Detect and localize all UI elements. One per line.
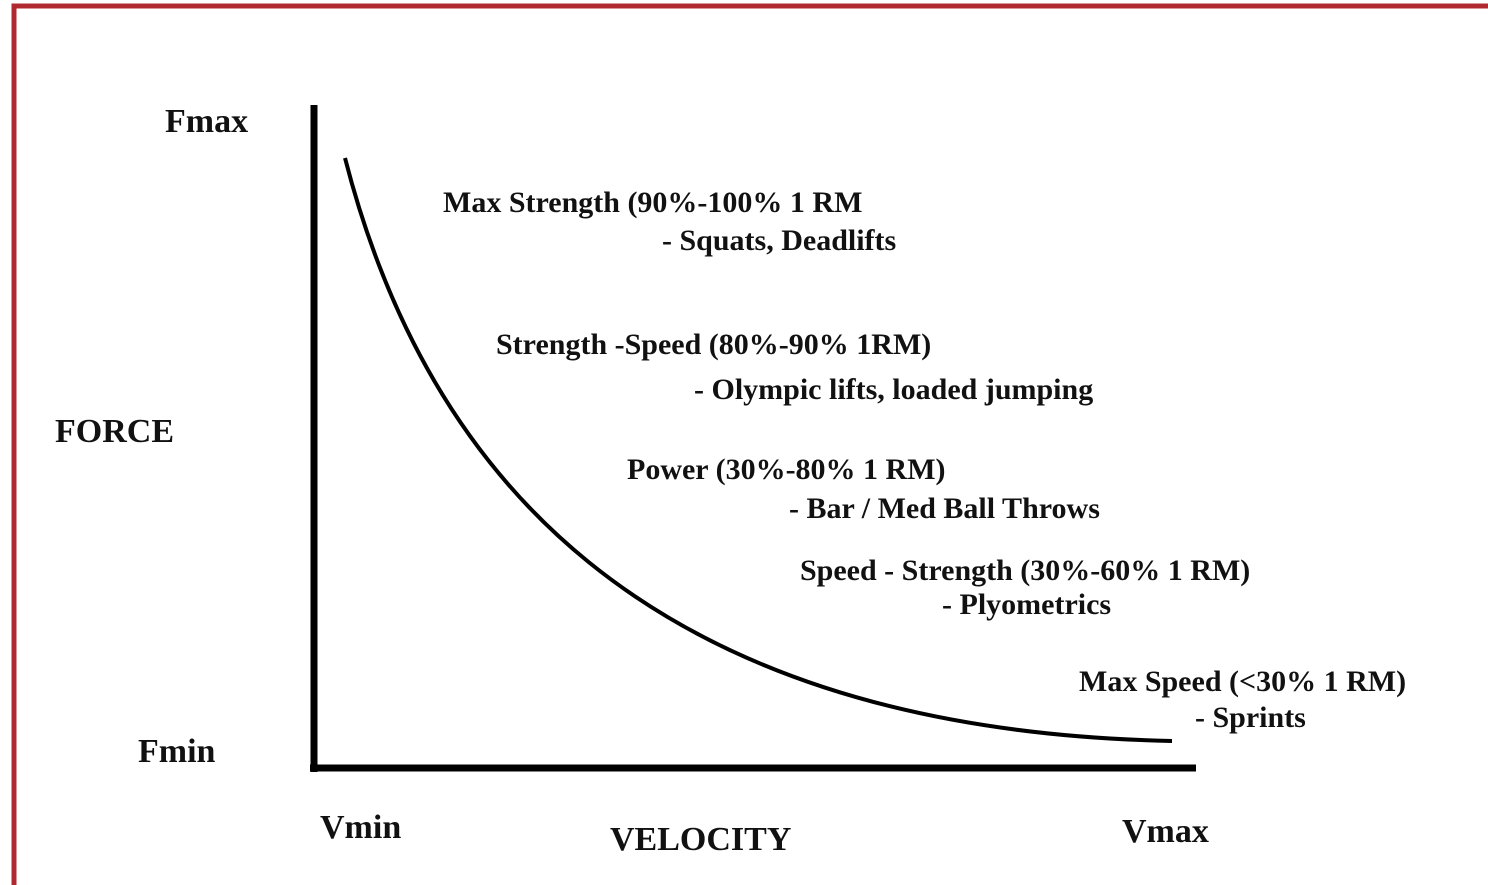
zone-examples: - Olympic lifts, loaded jumping — [694, 373, 1093, 406]
force-velocity-curve — [343, 157, 1173, 743]
zone-examples: - Squats, Deadlifts — [662, 224, 896, 257]
y-axis-label: FORCE — [55, 413, 174, 450]
zone-title: Max Speed (<30% 1 RM) — [1079, 665, 1406, 698]
x-min-label: Vmin — [320, 809, 401, 846]
zone-examples: - Bar / Med Ball Throws — [789, 492, 1100, 525]
zone-title: Strength -Speed (80%-90% 1RM) — [496, 328, 931, 361]
frame-border — [11, 3, 1488, 885]
zone-examples: - Sprints — [1195, 701, 1306, 734]
x-max-label: Vmax — [1122, 813, 1209, 850]
x-axis-label: VELOCITY — [610, 821, 791, 858]
zone-title: Speed - Strength (30%-60% 1 RM) — [800, 554, 1250, 587]
zone-title: Max Strength (90%-100% 1 RM — [443, 186, 862, 219]
y-max-label: Fmax — [165, 103, 248, 140]
zone-examples: - Plyometrics — [942, 588, 1111, 621]
zone-title: Power (30%-80% 1 RM) — [627, 453, 946, 486]
y-min-label: Fmin — [138, 733, 216, 770]
